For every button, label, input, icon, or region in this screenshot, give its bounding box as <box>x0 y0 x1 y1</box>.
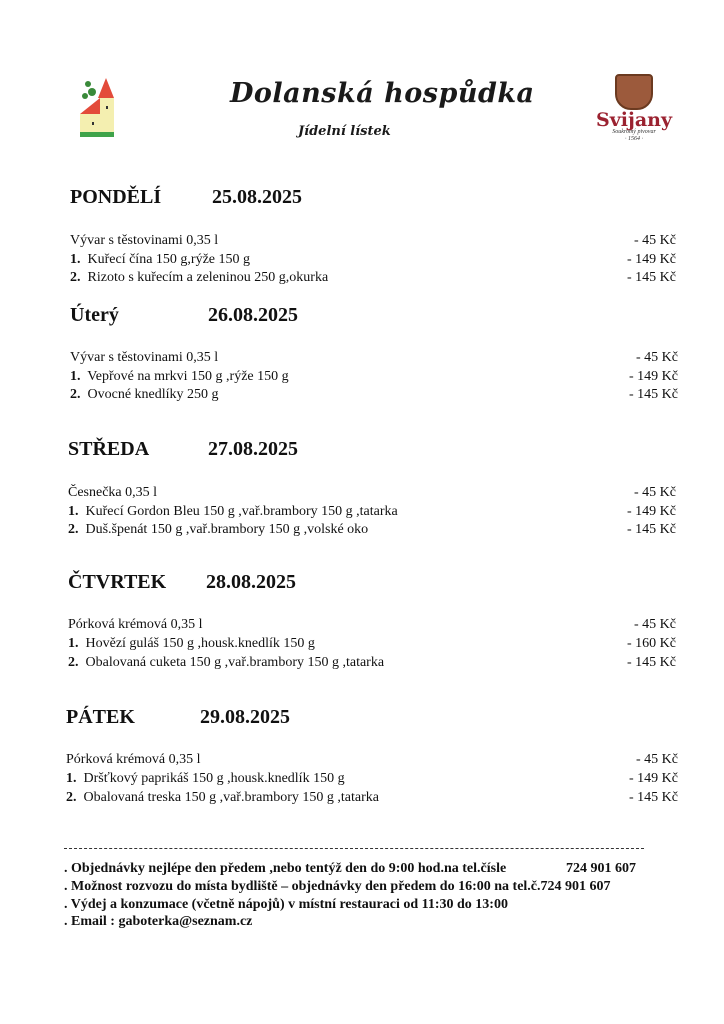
day-name: PONDĚLÍ <box>70 186 162 208</box>
item-price: - 145 Kč <box>627 270 676 285</box>
day-date: 27.08.2025 <box>208 438 298 460</box>
item-price: - 149 Kč <box>627 252 676 267</box>
item-number: 2. <box>70 387 81 402</box>
item-price: - 145 Kč <box>627 655 676 670</box>
item-text: Česnečka 0,35 l <box>68 485 158 500</box>
item-number: 2. <box>66 790 77 805</box>
menu-item: 2. Obalovaná treska 150 g ,vař.brambory … <box>66 790 379 806</box>
phone-number: 724 901 607 <box>566 861 636 876</box>
church-icon <box>80 78 114 137</box>
item-number: 2. <box>68 522 79 537</box>
menu-item: 2. Duš.špenát 150 g ,vař.brambory 150 g … <box>68 522 368 538</box>
day-date: 29.08.2025 <box>200 706 290 728</box>
item-text: Pórková krémová 0,35 l <box>68 617 203 632</box>
day-name: PÁTEK <box>66 706 135 728</box>
day-section: ČTVRTEK 28.08.2025 Pórková krémová 0,35 l -… <box>68 571 676 670</box>
item-text: Ovocné knedlíky 250 g <box>87 387 219 402</box>
menu-item: Pórková krémová 0,35 l <box>66 752 201 768</box>
footer-line-delivery: . Možnost rozvozu do místa bydliště – ob… <box>64 879 611 894</box>
day-heading: Úterý 26.08.2025 <box>70 304 298 327</box>
menu-item: Vývar s těstovinami 0,35 l <box>70 350 218 366</box>
item-text: Kuřecí čína 150 g,rýže 150 g <box>87 252 251 267</box>
menu-item: 1. Hovězí guláš 150 g ,housk.knedlík 150… <box>68 636 315 652</box>
item-text: Obalovaná treska 150 g ,vař.brambory 150… <box>83 790 379 805</box>
crest-icon <box>615 74 653 110</box>
item-price: - 145 Kč <box>629 790 678 805</box>
day-date: 25.08.2025 <box>212 186 302 208</box>
item-number: 1. <box>68 636 79 651</box>
item-number: 1. <box>70 369 81 384</box>
day-section: PÁTEK 29.08.2025 Pórková krémová 0,35 l - 4… <box>66 706 678 805</box>
item-number: 1. <box>68 504 79 519</box>
menu-item: Česnečka 0,35 l <box>68 485 157 501</box>
menu-item: 2. Ovocné knedlíky 250 g <box>70 387 219 403</box>
footer-line-orders: . Objednávky nejlépe den předem ,nebo te… <box>64 861 636 877</box>
menu-item: 1. Kuřecí čína 150 g,rýže 150 g <box>70 252 250 268</box>
day-date: 28.08.2025 <box>206 571 296 593</box>
day-name: Úterý <box>70 304 119 326</box>
day-date: 26.08.2025 <box>208 304 298 326</box>
svijany-wordmark: Svijany <box>595 109 673 131</box>
item-price: - 149 Kč <box>627 504 676 519</box>
day-heading: ČTVRTEK 28.08.2025 <box>68 571 296 594</box>
item-text: Hovězí guláš 150 g ,housk.knedlík 150 g <box>85 636 315 651</box>
day-section: PONDĚLÍ 25.08.2025 Vývar s těstovinami 0,3… <box>70 186 676 285</box>
item-text: Rizoto s kuřecím a zeleninou 250 g,okurk… <box>87 270 329 285</box>
menu-item: 1. Kuřecí Gordon Bleu 150 g ,vař.brambor… <box>68 504 398 520</box>
day-heading: PÁTEK 29.08.2025 <box>66 706 290 729</box>
day-name: ČTVRTEK <box>68 571 167 593</box>
item-price: - 45 Kč <box>634 485 676 500</box>
item-number: 2. <box>68 655 79 670</box>
menu-item: 2. Obalovaná cuketa 150 g ,vař.brambory … <box>68 655 384 671</box>
day-section: Úterý 26.08.2025 Vývar s těstovinami 0,35 … <box>70 304 678 402</box>
item-price: - 145 Kč <box>629 387 678 402</box>
svijany-logo: Svijany Soukromý pivovar · 1564 · <box>584 74 684 143</box>
item-price: - 45 Kč <box>636 752 678 767</box>
item-text: Vepřové na mrkvi 150 g ,rýže 150 g <box>87 369 289 384</box>
menu-item: Pórková krémová 0,35 l <box>68 617 203 633</box>
item-number: 2. <box>70 270 81 285</box>
item-text: Kuřecí Gordon Bleu 150 g ,vař.brambory 1… <box>85 504 398 519</box>
item-number: 1. <box>70 252 81 267</box>
day-name: STŘEDA <box>68 438 150 460</box>
item-number: 1. <box>66 771 77 786</box>
svijany-tagline: Soukromý pivovar <box>612 129 656 135</box>
item-price: - 160 Kč <box>627 636 676 651</box>
item-text: Obalovaná cuketa 150 g ,vař.brambory 150… <box>85 655 385 670</box>
item-price: - 45 Kč <box>634 233 676 248</box>
item-text: Dršťkový paprikáš 150 g ,housk.knedlík 1… <box>83 771 345 786</box>
divider <box>64 848 644 849</box>
item-price: - 45 Kč <box>634 617 676 632</box>
day-heading: PONDĚLÍ 25.08.2025 <box>70 186 302 209</box>
item-text: Vývar s těstovinami 0,35 l <box>70 233 219 248</box>
item-price: - 149 Kč <box>629 369 678 384</box>
footer-text: . Objednávky nejlépe den předem ,nebo te… <box>64 861 507 876</box>
item-price: - 149 Kč <box>629 771 678 786</box>
svijany-year: · 1564 · <box>625 136 643 142</box>
menu-item: Vývar s těstovinami 0,35 l <box>70 233 218 249</box>
restaurant-title: Dolanská hospůdka <box>230 78 535 109</box>
item-text: Vývar s těstovinami 0,35 l <box>70 350 219 365</box>
footer-line-email: . Email : gaboterka@seznam.cz <box>64 914 253 929</box>
item-price: - 45 Kč <box>636 350 678 365</box>
menu-item: 1. Vepřové na mrkvi 150 g ,rýže 150 g <box>70 369 289 385</box>
footer-line-pickup: . Výdej a konzumace (včetně nápojů) v mí… <box>64 897 508 912</box>
village-logo <box>80 78 132 140</box>
menu-item: 1. Dršťkový paprikáš 150 g ,housk.knedlí… <box>66 771 345 787</box>
item-price: - 145 Kč <box>627 522 676 537</box>
menu-item: 2. Rizoto s kuřecím a zeleninou 250 g,ok… <box>70 270 328 286</box>
menu-subtitle: Jídelní lístek <box>298 124 391 139</box>
item-text: Duš.špenát 150 g ,vař.brambory 150 g ,vo… <box>85 522 369 537</box>
item-text: Pórková krémová 0,35 l <box>66 752 201 767</box>
day-heading: STŘEDA 27.08.2025 <box>68 438 298 461</box>
day-section: STŘEDA 27.08.2025 Česnečka 0,35 l - 45 Kč 1.… <box>68 438 676 537</box>
